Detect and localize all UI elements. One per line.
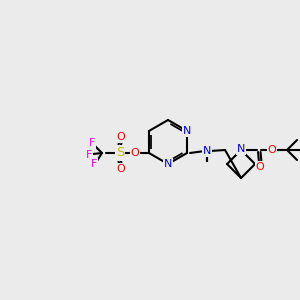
Text: F: F — [86, 150, 92, 160]
Text: O: O — [117, 132, 125, 142]
Text: F: F — [89, 138, 95, 148]
Text: O: O — [130, 148, 139, 158]
Text: O: O — [268, 145, 276, 155]
Text: N: N — [203, 146, 211, 156]
Text: F: F — [91, 159, 97, 169]
Text: O: O — [117, 164, 125, 174]
Text: O: O — [256, 162, 264, 172]
Text: S: S — [116, 146, 124, 160]
Text: N: N — [183, 126, 191, 136]
Text: N: N — [237, 144, 245, 154]
Bar — [192, 162, 222, 176]
Text: N: N — [164, 159, 172, 169]
Text: methyl: methyl — [192, 166, 222, 175]
